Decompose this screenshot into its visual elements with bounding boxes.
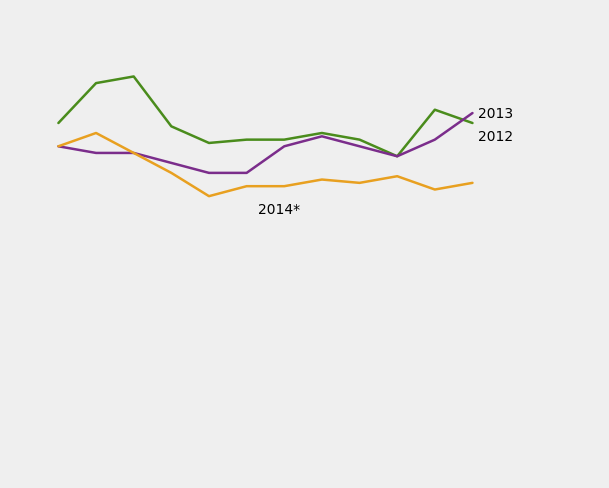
Text: 2012: 2012 xyxy=(478,130,513,144)
Text: 2013: 2013 xyxy=(478,107,513,121)
Text: 2014*: 2014* xyxy=(258,203,300,217)
